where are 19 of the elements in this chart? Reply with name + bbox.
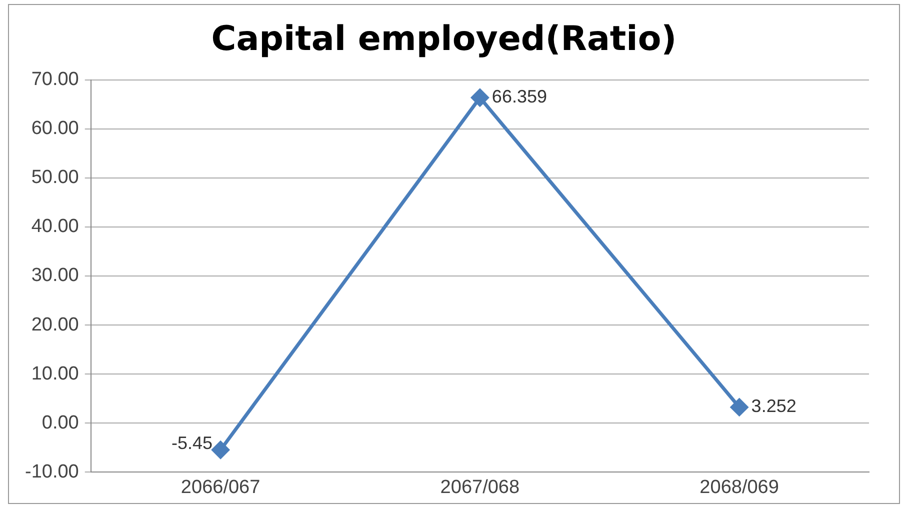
x-tick-label: 2067/068 [440,476,520,498]
x-tick-label: 2068/069 [700,476,779,498]
data-label: 3.252 [751,396,796,416]
data-label: 66.359 [492,86,547,107]
y-tick-label: 60.00 [31,118,79,140]
y-tick-label: 10.00 [31,363,79,384]
data-label: -5.45 [172,432,213,453]
x-tick-label: 2066/067 [180,476,260,498]
y-tick-label: 20.00 [31,314,79,336]
y-tick-label: 40.00 [31,216,79,238]
point [212,441,230,459]
y-tick-label: 0.00 [42,412,79,434]
y-tick-label: -10.00 [25,461,79,482]
y-tick-label: 30.00 [31,265,79,286]
point [471,88,489,106]
y-tick-label: 50.00 [31,167,79,188]
y-tick-label: 70.00 [31,69,79,90]
point [730,398,748,416]
chart-title: Capital employed(Ratio) [211,19,677,60]
